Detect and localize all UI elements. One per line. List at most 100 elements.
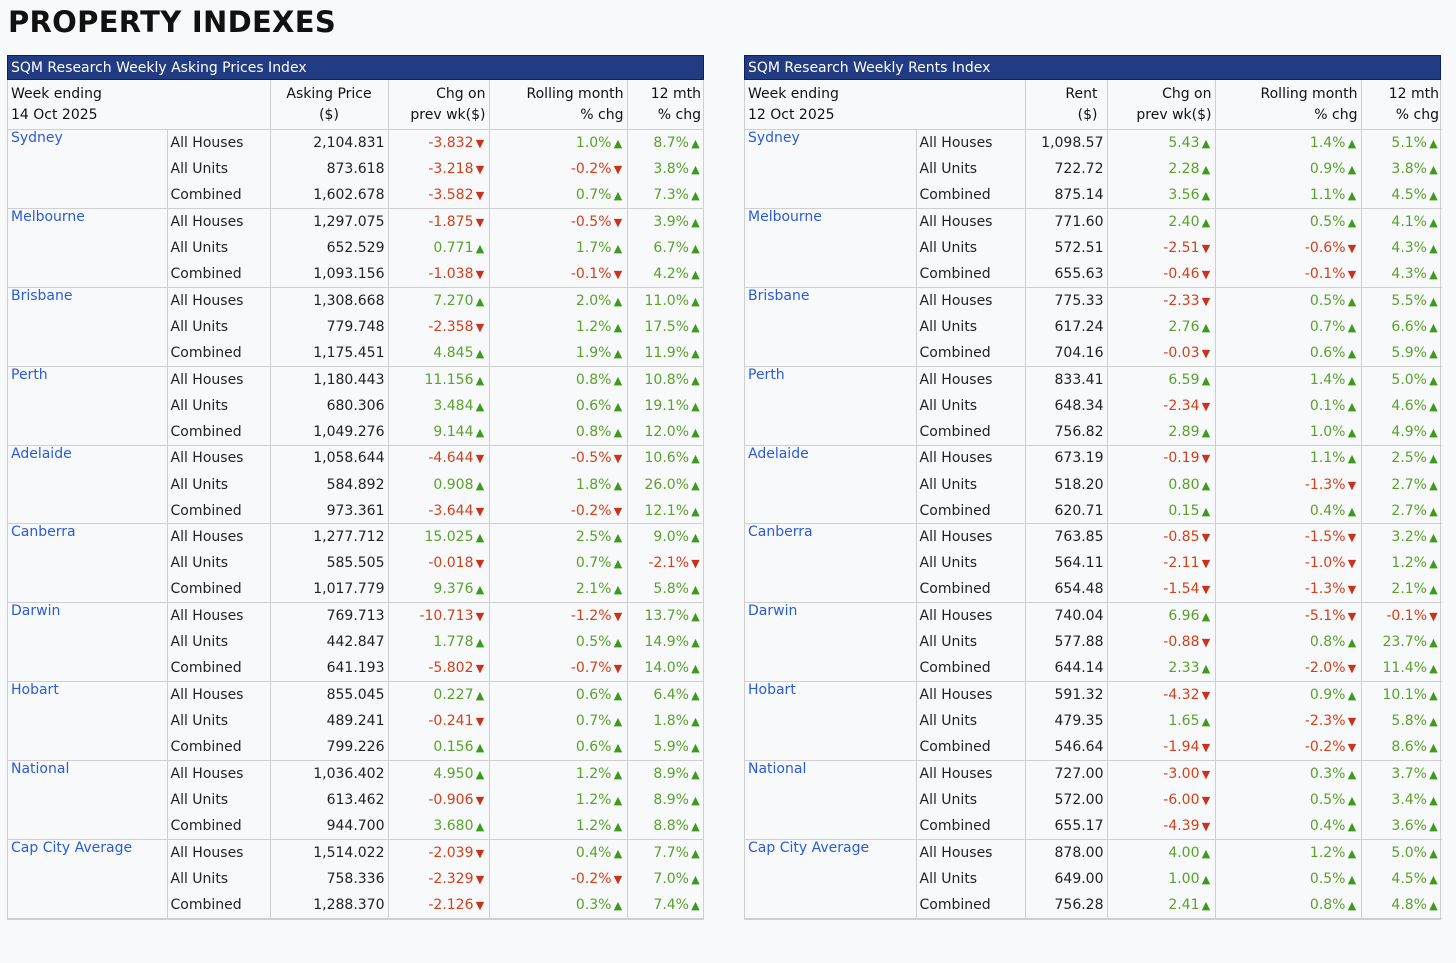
annual-change-cell: 7.7% ▲ bbox=[627, 840, 704, 866]
change-value: 0.5% bbox=[1309, 870, 1346, 887]
weekly-change-cell: -2.11 ▼ bbox=[1107, 550, 1216, 577]
change-value: 11.156 bbox=[424, 371, 474, 388]
city-link[interactable]: Melbourne bbox=[745, 208, 917, 288]
change-value: -2.51 bbox=[1163, 239, 1200, 256]
change-value: 0.9% bbox=[1309, 687, 1346, 704]
index-value-cell: 1,602.678 bbox=[270, 182, 389, 209]
index-value-cell: 756.28 bbox=[1025, 892, 1108, 919]
change-value: 8.9% bbox=[653, 792, 689, 809]
city-link[interactable]: Darwin bbox=[745, 602, 917, 683]
dwelling-type-cell: Combined bbox=[167, 497, 271, 525]
city-link[interactable]: Adelaide bbox=[8, 445, 168, 525]
change-value: 0.7% bbox=[1309, 318, 1346, 335]
change-value: 1.4% bbox=[1309, 134, 1346, 151]
index-value-cell: 1,288.370 bbox=[270, 892, 389, 919]
change-value: 2.1% bbox=[1391, 581, 1427, 598]
weekly-change-cell: 2.33 ▲ bbox=[1107, 655, 1216, 683]
city-link[interactable]: Brisbane bbox=[8, 287, 168, 367]
table-row: Perth All Houses 833.41 6.59 ▲ 1.4% ▲ 5.0% ▲ bbox=[745, 366, 1442, 446]
dwelling-type-cell: Combined bbox=[167, 576, 271, 604]
down-arrow-icon: ▼ bbox=[475, 899, 485, 912]
change-value: 3.8% bbox=[653, 160, 689, 177]
rolling-month-change-cell: 0.9% ▲ bbox=[1215, 681, 1362, 709]
city-link[interactable]: Cap City Average bbox=[8, 839, 168, 919]
change-value: 4.5% bbox=[1391, 870, 1427, 887]
down-arrow-icon: ▼ bbox=[475, 662, 485, 676]
index-value-cell: 2,104.831 bbox=[270, 129, 389, 156]
annual-change-cell: 17.5% ▲ bbox=[627, 314, 704, 340]
up-arrow-icon: ▲ bbox=[613, 846, 623, 860]
down-arrow-icon: ▼ bbox=[475, 452, 485, 466]
up-arrow-icon: ▲ bbox=[475, 768, 485, 782]
dwelling-type-cell: All Units bbox=[167, 550, 271, 577]
weekly-change-cell: 0.771 ▲ bbox=[388, 234, 490, 261]
rolling-month-change-cell: 1.2% ▲ bbox=[489, 313, 628, 340]
rolling-month-change-cell: 1.0% ▲ bbox=[1215, 418, 1362, 446]
city-link[interactable]: Brisbane bbox=[745, 287, 917, 367]
up-arrow-icon: ▲ bbox=[1429, 846, 1438, 860]
weekly-change-cell: 9.144 ▲ bbox=[388, 418, 490, 446]
dwelling-type-cell: Combined bbox=[167, 655, 271, 683]
city-link[interactable]: Adelaide bbox=[745, 445, 917, 525]
change-value: 17.5% bbox=[644, 318, 689, 335]
up-arrow-icon: ▲ bbox=[691, 452, 700, 466]
city-link[interactable]: Perth bbox=[8, 366, 168, 446]
dwelling-type-cell: All Houses bbox=[167, 208, 271, 235]
table-row: All Units 779.748 -2.358 ▼ 1.2% ▲ 17.5% ▲ bbox=[8, 313, 704, 340]
weekly-change-cell: 2.28 ▲ bbox=[1107, 155, 1216, 183]
dwelling-type-cell: Combined bbox=[916, 418, 1026, 446]
change-value: -1.3% bbox=[1304, 581, 1346, 598]
dwelling-type-cell: Combined bbox=[916, 497, 1026, 525]
up-arrow-icon: ▲ bbox=[1201, 899, 1211, 912]
change-value: 1.65 bbox=[1168, 713, 1200, 730]
change-value: -2.11 bbox=[1163, 555, 1200, 572]
dwelling-type-cell: All Houses bbox=[167, 287, 271, 314]
down-arrow-icon: ▼ bbox=[1201, 583, 1211, 597]
dwelling-type-cell: All Units bbox=[916, 392, 1026, 419]
change-value: 1.7% bbox=[575, 239, 612, 256]
rents-body: Sydney All Houses 1,098.57 5.43 ▲ 1.4% ▲ 5.1% ▲ A… bbox=[745, 129, 1442, 919]
city-link[interactable]: Perth bbox=[745, 366, 917, 446]
city-link[interactable]: Hobart bbox=[745, 681, 917, 762]
up-arrow-icon: ▲ bbox=[1347, 794, 1357, 808]
index-value-cell: 756.82 bbox=[1025, 418, 1108, 446]
up-arrow-icon: ▲ bbox=[1347, 399, 1357, 413]
table-row: All Units 722.72 2.28 ▲ 0.9% ▲ 3.8% ▲ bbox=[745, 155, 1442, 183]
city-link[interactable]: National bbox=[8, 760, 168, 841]
up-arrow-icon: ▲ bbox=[1347, 872, 1357, 886]
change-value: 11.9% bbox=[644, 344, 689, 361]
dwelling-type-cell: All Units bbox=[167, 234, 271, 261]
down-arrow-icon: ▼ bbox=[613, 215, 623, 229]
weekly-change-cell: -2.126 ▼ bbox=[388, 892, 490, 919]
rolling-month-change-cell: 2.5% ▲ bbox=[489, 523, 628, 551]
rolling-month-change-cell: 0.8% ▲ bbox=[489, 418, 628, 446]
city-link[interactable]: Sydney bbox=[745, 129, 917, 209]
city-link[interactable]: National bbox=[745, 760, 917, 841]
city-link[interactable]: Cap City Average bbox=[745, 839, 917, 919]
weekly-change-cell: -3.00 ▼ bbox=[1107, 760, 1216, 787]
up-arrow-icon: ▲ bbox=[613, 346, 623, 360]
rolling-month-change-cell: 1.2% ▲ bbox=[489, 786, 628, 814]
up-arrow-icon: ▲ bbox=[1429, 452, 1438, 466]
city-link[interactable]: Canberra bbox=[8, 523, 168, 604]
weekly-change-cell: 6.96 ▲ bbox=[1107, 602, 1216, 630]
index-value-cell: 655.63 bbox=[1025, 260, 1108, 288]
city-link[interactable]: Melbourne bbox=[8, 208, 168, 288]
change-value: -4.32 bbox=[1163, 687, 1200, 704]
city-link[interactable]: Hobart bbox=[8, 681, 168, 762]
index-value-cell: 546.64 bbox=[1025, 734, 1108, 762]
up-arrow-icon: ▲ bbox=[1429, 188, 1438, 202]
city-link[interactable]: Darwin bbox=[8, 602, 168, 683]
city-link[interactable]: Canberra bbox=[745, 523, 917, 604]
change-value: 10.1% bbox=[1382, 687, 1427, 704]
change-value: -4.644 bbox=[428, 450, 474, 467]
change-value: 2.33 bbox=[1168, 660, 1200, 677]
week-ending-header: Week ending 14 Oct 2025 bbox=[8, 80, 271, 130]
city-link[interactable]: Sydney bbox=[8, 129, 168, 209]
change-value: 5.1% bbox=[1391, 134, 1427, 151]
dwelling-type-cell: All Houses bbox=[167, 760, 271, 787]
index-value-cell: 648.34 bbox=[1025, 392, 1108, 419]
annual-change-cell: 3.2% ▲ bbox=[1361, 524, 1442, 550]
change-value: 1.00 bbox=[1168, 870, 1200, 887]
dwelling-type-cell: All Units bbox=[167, 155, 271, 183]
